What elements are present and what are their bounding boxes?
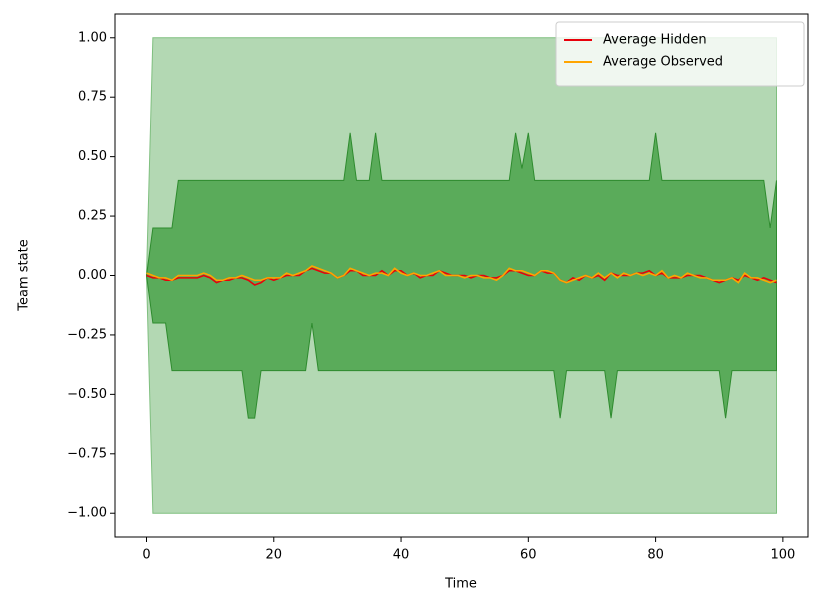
y-tick-label: 1.00 <box>78 30 107 45</box>
x-tick-label: 80 <box>647 548 664 563</box>
y-tick-label: 0.50 <box>78 149 107 164</box>
x-tick-label: 40 <box>393 548 410 563</box>
y-tick-label: −1.00 <box>67 506 107 521</box>
x-axis-label: Time <box>444 577 477 592</box>
legend-label: Average Observed <box>603 55 723 70</box>
line <box>146 267 777 286</box>
x-tick-label: 100 <box>770 548 795 563</box>
y-tick-label: 0.25 <box>78 209 107 224</box>
line <box>146 265 777 284</box>
y-tick-label: −0.75 <box>67 446 107 461</box>
x-tick-label: 20 <box>265 548 282 563</box>
y-tick-label: 0.00 <box>78 268 107 283</box>
y-axis-label: Team state <box>17 239 32 311</box>
y-tick-label: 0.75 <box>78 90 107 105</box>
legend: Average Hidden Average Observed <box>555 21 805 87</box>
x-tick-label: 0 <box>142 548 150 563</box>
y-tick-label: −0.50 <box>67 387 107 402</box>
y-tick-label: −0.25 <box>67 327 107 342</box>
legend-label: Average Hidden <box>603 33 707 48</box>
legend-box <box>555 21 805 87</box>
x-tick-label: 60 <box>520 548 537 563</box>
